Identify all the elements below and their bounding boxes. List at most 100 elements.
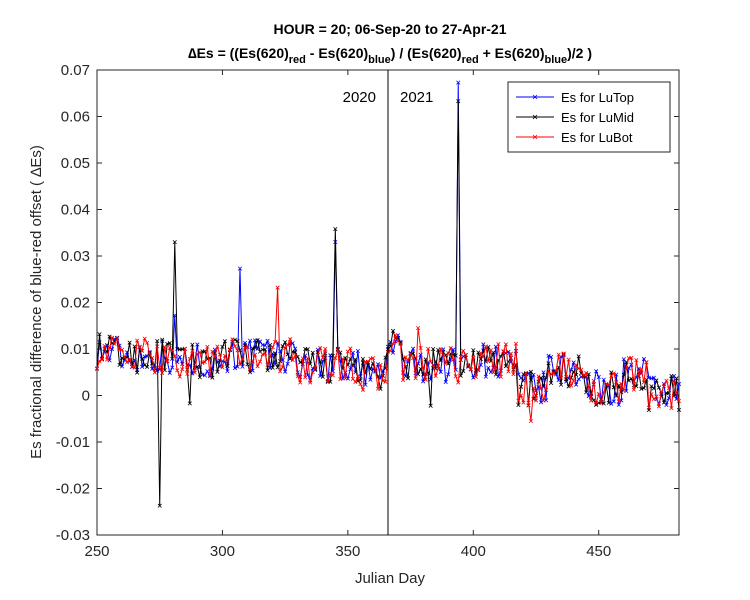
- data-point: [516, 398, 521, 403]
- data-point: [190, 348, 195, 353]
- data-point: [225, 358, 230, 363]
- data-point: [360, 387, 365, 392]
- data-point: [235, 348, 240, 353]
- data-point: [676, 407, 682, 412]
- data-point: [283, 369, 288, 374]
- data-point: [411, 346, 416, 351]
- data-point: [669, 373, 674, 379]
- legend-label: Es for LuTop: [561, 90, 634, 105]
- legend-label: Es for LuMid: [561, 110, 634, 125]
- data-point: [97, 332, 102, 337]
- data-point: [671, 378, 677, 383]
- data-point: [167, 370, 172, 375]
- data-point: [135, 338, 140, 343]
- data-point: [268, 354, 273, 359]
- data-point: [167, 345, 172, 351]
- data-point: [107, 358, 112, 363]
- data-point: [486, 358, 491, 364]
- data-point: [561, 351, 566, 356]
- data-point: [601, 377, 606, 382]
- legend-marker: [532, 114, 538, 120]
- data-point: [165, 341, 170, 346]
- data-point: [468, 367, 473, 372]
- data-point: [388, 348, 393, 354]
- data-point: [190, 342, 195, 347]
- legend-marker: [532, 134, 538, 140]
- data-point: [368, 377, 373, 382]
- data-point: [162, 344, 167, 350]
- data-point: [288, 337, 293, 342]
- data-point: [508, 351, 514, 356]
- data-point: [503, 342, 508, 347]
- y-tick-label: -0.01: [56, 434, 90, 451]
- data-point: [262, 351, 268, 356]
- data-point: [353, 379, 358, 385]
- data-point: [473, 374, 478, 379]
- data-point: [320, 374, 325, 379]
- data-point: [245, 362, 250, 367]
- y-tick-label: 0.03: [61, 248, 90, 265]
- data-point: [237, 266, 243, 271]
- data-point: [405, 358, 411, 363]
- data-point: [293, 353, 298, 358]
- data-point: [483, 374, 488, 379]
- data-point: [220, 344, 225, 349]
- data-point: [596, 374, 601, 380]
- title2-part3: ) / (Es(620): [391, 45, 462, 61]
- data-point: [596, 391, 601, 397]
- data-point: [300, 356, 305, 361]
- data-point: [601, 401, 606, 406]
- data-point: [553, 368, 559, 374]
- data-point: [408, 351, 413, 357]
- data-point: [476, 367, 481, 372]
- data-point: [383, 379, 388, 384]
- data-point: [368, 356, 373, 361]
- data-point: [308, 380, 313, 385]
- data-point: [438, 369, 443, 374]
- data-point: [215, 369, 220, 374]
- data-point: [308, 361, 313, 367]
- data-point: [145, 364, 150, 369]
- year-divider: 2020 2021: [343, 70, 433, 535]
- data-point: [257, 359, 263, 364]
- year-label-right: 2021: [400, 89, 433, 106]
- data-point: [333, 226, 338, 232]
- data-point: [165, 359, 170, 364]
- data-point: [370, 355, 376, 361]
- data-point: [227, 347, 233, 352]
- data-point: [288, 356, 293, 361]
- data-point: [350, 376, 355, 381]
- data-point: [127, 340, 132, 345]
- data-point: [207, 374, 212, 379]
- data-point: [160, 370, 165, 375]
- data-point: [298, 380, 303, 385]
- data-point: [202, 360, 207, 365]
- data-point: [368, 367, 373, 372]
- data-point: [513, 341, 519, 346]
- data-point: [426, 346, 431, 351]
- data-point: [501, 349, 506, 354]
- y-tick-label: 0.04: [61, 202, 90, 219]
- data-point: [651, 386, 656, 391]
- data-point: [280, 365, 285, 370]
- legend-entry: Es for LuTop: [516, 90, 634, 105]
- data-point: [641, 386, 646, 391]
- data-point: [548, 372, 554, 377]
- data-point: [634, 357, 639, 363]
- data-point: [579, 367, 584, 372]
- data-point: [463, 352, 468, 357]
- data-point: [634, 384, 639, 389]
- data-point: [546, 368, 551, 373]
- data-point: [426, 370, 431, 376]
- data-point: [428, 359, 433, 364]
- data-point: [275, 365, 280, 370]
- data-point: [122, 354, 127, 360]
- y-tick-label: 0.05: [61, 155, 90, 172]
- data-point: [584, 370, 589, 376]
- data-point: [611, 399, 616, 404]
- data-point: [140, 348, 145, 353]
- data-point: [631, 387, 636, 392]
- data-point: [566, 357, 571, 362]
- y-tick-label: 0: [82, 388, 90, 405]
